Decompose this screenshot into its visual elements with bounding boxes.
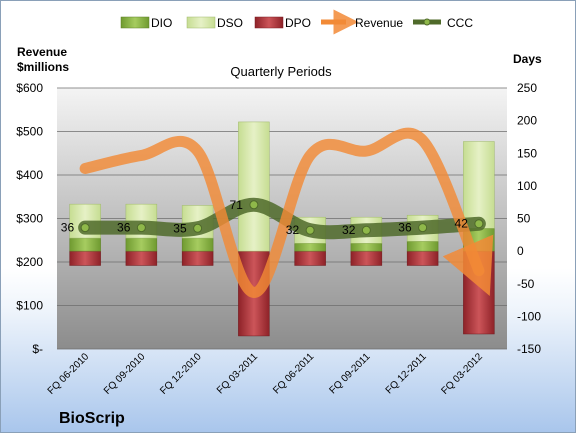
legend-label-dio: DIO: [151, 16, 172, 30]
ccc-data-label: 36: [61, 221, 75, 235]
ccc-marker: [418, 223, 428, 233]
ccc-marker: [193, 223, 203, 233]
ccc-marker: [249, 200, 259, 210]
lines-layer: [78, 127, 494, 298]
right-axis-tick-label: 200: [517, 114, 537, 128]
left-axis-tick-label: $600: [16, 81, 43, 95]
ccc-data-label: 36: [117, 221, 131, 235]
revenue-line: [79, 127, 494, 298]
data-labels-layer: 36 36 35 71 32 32 36 42: [61, 198, 468, 237]
bar-dio: [350, 243, 383, 252]
left-axis-ticks: $- $100 $200 $300 $400 $500 $600: [16, 81, 43, 356]
ccc-marker: [80, 223, 90, 233]
bar-dpo: [350, 250, 383, 266]
ccc-marker: [136, 223, 146, 233]
chart-title: Quarterly Periods: [230, 64, 332, 79]
category-label: FQ 09-2011: [328, 351, 373, 396]
bar-dpo: [406, 250, 439, 266]
category-label: FQ 06-2010: [46, 351, 92, 397]
left-axis-title-line1: Revenue: [17, 45, 67, 59]
right-axis-tick-label: 50: [517, 212, 531, 226]
bar-dso: [463, 141, 495, 229]
category-label: FQ 09-2010: [102, 351, 148, 397]
left-axis-tick-label: $500: [16, 125, 43, 139]
legend-item-dso: DSO: [186, 16, 243, 30]
legend-label-dso: DSO: [217, 16, 243, 30]
category-label: FQ 12-2010: [158, 351, 204, 397]
bar-dpo: [181, 250, 214, 266]
bar-dpo: [69, 250, 101, 266]
category-label: FQ 03-2011: [215, 351, 260, 396]
ccc-marker: [474, 219, 484, 229]
ccc-line: [78, 197, 486, 240]
right-axis-tick-label: 100: [517, 179, 537, 193]
legend-swatch-dso: [186, 16, 216, 29]
legend-item-revenue: Revenue: [321, 9, 403, 35]
category-label: FQ 06-2011: [271, 351, 316, 396]
left-axis-tick-label: $-: [32, 342, 43, 356]
category-label: FQ 03-2012: [439, 351, 485, 397]
ccc-data-label: 32: [286, 223, 300, 237]
right-axis-tick-label: 0: [517, 244, 524, 258]
legend-label-ccc: CCC: [447, 16, 473, 30]
legend-item-ccc: CCC: [413, 16, 473, 30]
left-axis-tick-label: $100: [16, 299, 43, 313]
ccc-data-label: 42: [455, 217, 469, 231]
ccc-data-label: 36: [398, 221, 412, 235]
bar-dio: [294, 243, 326, 252]
legend-marker-ccc: [423, 18, 431, 26]
legend-item-dpo: DPO: [254, 16, 311, 30]
right-axis-tick-label: -150: [517, 342, 541, 356]
ccc-marker: [361, 225, 371, 235]
bar-dio: [406, 241, 439, 252]
right-axis-ticks: -150 -100 -50 0 50 100 150 200 250: [517, 81, 541, 356]
ccc-data-label: 35: [173, 221, 187, 235]
right-axis-tick-label: -100: [517, 309, 541, 323]
left-axis-tick-label: $400: [16, 168, 43, 182]
ccc-data-label: 32: [342, 223, 356, 237]
company-name: BioScrip: [59, 410, 125, 427]
left-axis-tick-label: $200: [16, 255, 43, 269]
right-axis-title: Days: [513, 52, 542, 66]
category-label: FQ 12-2011: [384, 351, 429, 396]
right-axis-tick-label: -50: [517, 277, 535, 291]
ccc-marker: [305, 225, 315, 235]
bar-dio: [125, 237, 158, 252]
category-labels: FQ 06-2010 FQ 09-2010 FQ 12-2010 FQ 03-2011…: [46, 351, 486, 397]
legend-label-revenue: Revenue: [355, 16, 403, 30]
legend-item-dio: DIO: [120, 16, 172, 30]
bar-dpo: [294, 250, 326, 266]
right-axis-tick-label: 150: [517, 146, 537, 160]
bar-dio: [69, 237, 101, 252]
legend: DIO DSO DPO Revenue CCC: [120, 9, 473, 35]
ccc-data-label: 71: [230, 198, 244, 212]
legend-swatch-dio: [120, 16, 150, 29]
bar-dio: [181, 237, 214, 252]
legend-label-dpo: DPO: [285, 16, 311, 30]
legend-swatch-dpo: [254, 16, 284, 29]
left-axis-tick-label: $300: [16, 212, 43, 226]
right-axis-tick-label: 250: [517, 81, 537, 95]
bar-dpo: [125, 250, 158, 266]
left-axis-title-line2: $millions: [17, 60, 69, 74]
bar-dso: [238, 121, 270, 252]
